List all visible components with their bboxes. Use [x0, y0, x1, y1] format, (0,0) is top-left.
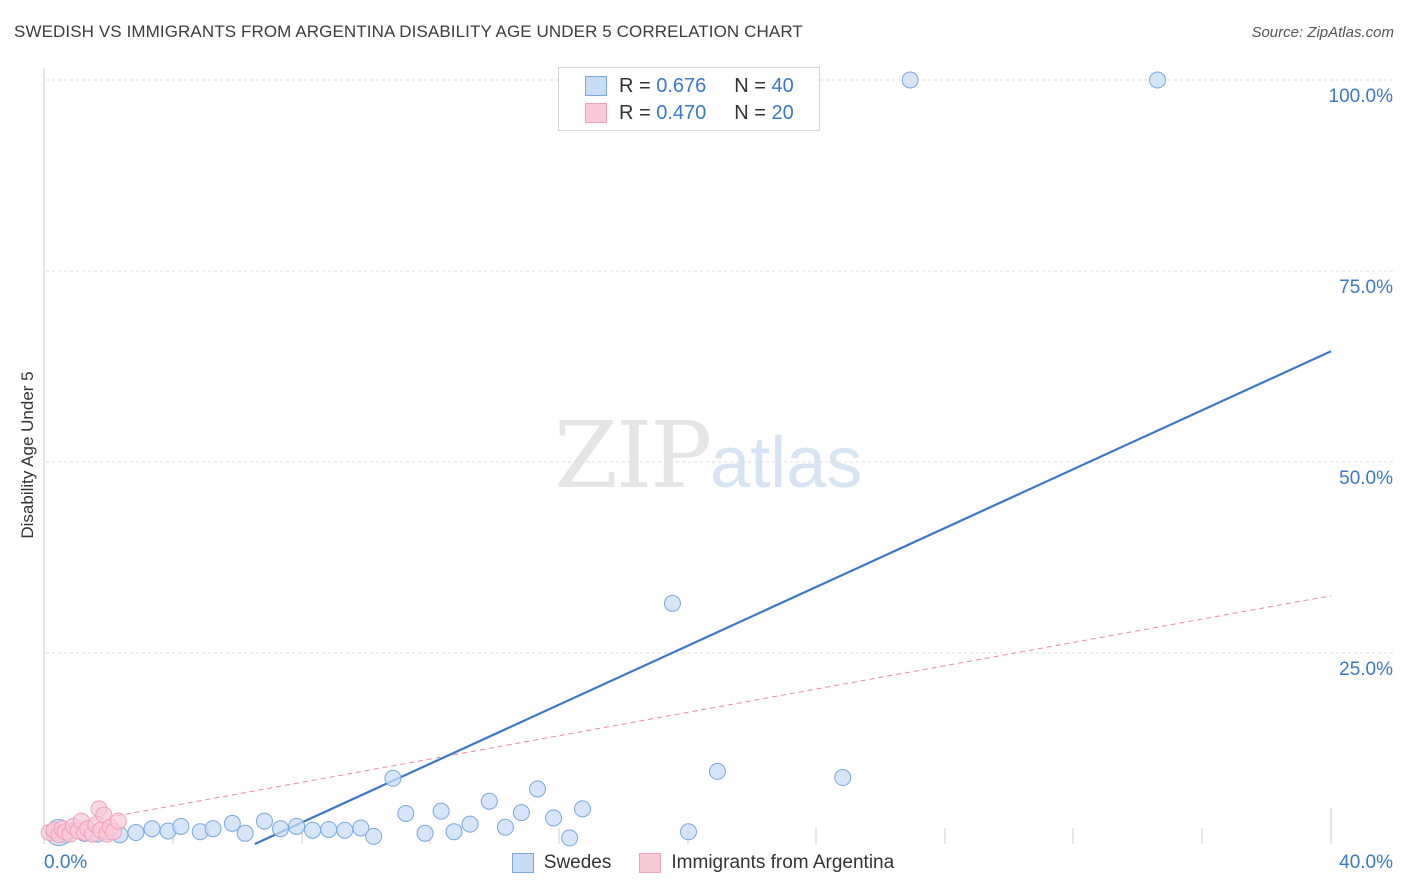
- point-swedes: [834, 769, 852, 787]
- point-swedes: [255, 812, 273, 830]
- point-swedes: [236, 824, 254, 842]
- point-swedes: [496, 818, 514, 836]
- legend-n-label: N =: [734, 101, 766, 124]
- x-tick-label-max: 40.0%: [1339, 852, 1393, 873]
- point-swedes: [461, 815, 479, 833]
- legend-r-value: 0.470: [656, 101, 707, 124]
- point-swedes: [384, 769, 402, 787]
- trendline-argentina: [45, 595, 1332, 830]
- point-swedes: [172, 817, 190, 835]
- trendline-swedes: [254, 350, 1332, 846]
- legend: R = 0.676 N = 40 R = 0.470 N = 20: [558, 67, 820, 131]
- point-swedes: [561, 829, 579, 847]
- point-swedes: [708, 762, 726, 780]
- chart-title: SWEDISH VS IMMIGRANTS FROM ARGENTINA DIS…: [14, 22, 803, 41]
- point-swedes: [680, 823, 697, 841]
- legend-n-value: 20: [771, 101, 794, 124]
- y-axis-label: Disability Age Under 5: [18, 371, 37, 539]
- point-swedes: [901, 71, 919, 89]
- point-swedes: [480, 792, 498, 810]
- point-swedes: [663, 594, 681, 612]
- legend-n-label: N =: [734, 74, 766, 97]
- point-swedes: [223, 814, 241, 832]
- point-swedes: [1149, 71, 1167, 89]
- point-swedes: [304, 821, 322, 839]
- legend-r-value: 0.676: [656, 74, 707, 97]
- point-argentina: [109, 812, 127, 830]
- legend-swatch-blue: [585, 76, 607, 96]
- source-label: Source: ZipAtlas.com: [1251, 24, 1394, 41]
- legend-r-label: R =: [619, 74, 651, 97]
- bottom-legend-argentina[interactable]: Immigrants from Argentina: [639, 852, 894, 874]
- point-swedes: [143, 820, 161, 838]
- bottom-legend-swatch-blue: [511, 853, 534, 873]
- legend-r-label: R =: [619, 101, 651, 124]
- bottom-legend-label: Swedes: [543, 852, 612, 873]
- bottom-legend-label: Immigrants from Argentina: [671, 852, 895, 873]
- y-tick-label-75: 75.0%: [1339, 277, 1393, 298]
- legend-n-value: 40: [771, 74, 794, 97]
- point-swedes: [573, 800, 591, 818]
- point-swedes: [320, 820, 338, 838]
- point-swedes: [545, 809, 563, 827]
- legend-row-swedes: R = 0.676 N = 40: [585, 73, 794, 99]
- legend-row-argentina: R = 0.470 N = 20: [585, 100, 794, 126]
- point-swedes: [204, 820, 222, 838]
- point-swedes: [512, 804, 530, 822]
- y-tick-label-50: 50.0%: [1339, 468, 1393, 489]
- x-tick-label-min: 0.0%: [44, 852, 88, 873]
- point-swedes: [397, 804, 415, 822]
- point-swedes: [365, 827, 383, 845]
- point-swedes: [336, 821, 354, 839]
- point-swedes: [127, 824, 145, 842]
- point-swedes: [432, 802, 450, 820]
- legend-swatch-pink: [585, 103, 607, 123]
- bottom-legend-swedes[interactable]: Swedes: [511, 852, 612, 874]
- y-tick-label-25: 25.0%: [1339, 659, 1393, 680]
- bottom-legend: Swedes Immigrants from Argentina: [0, 852, 1406, 874]
- point-swedes: [352, 819, 370, 837]
- point-swedes: [529, 780, 547, 798]
- point-swedes: [288, 817, 306, 835]
- point-swedes: [445, 823, 463, 841]
- y-tick-label-100: 100.0%: [1328, 86, 1393, 107]
- point-swedes: [416, 824, 434, 842]
- bottom-legend-swatch-pink: [639, 853, 662, 873]
- point-swedes: [272, 820, 290, 838]
